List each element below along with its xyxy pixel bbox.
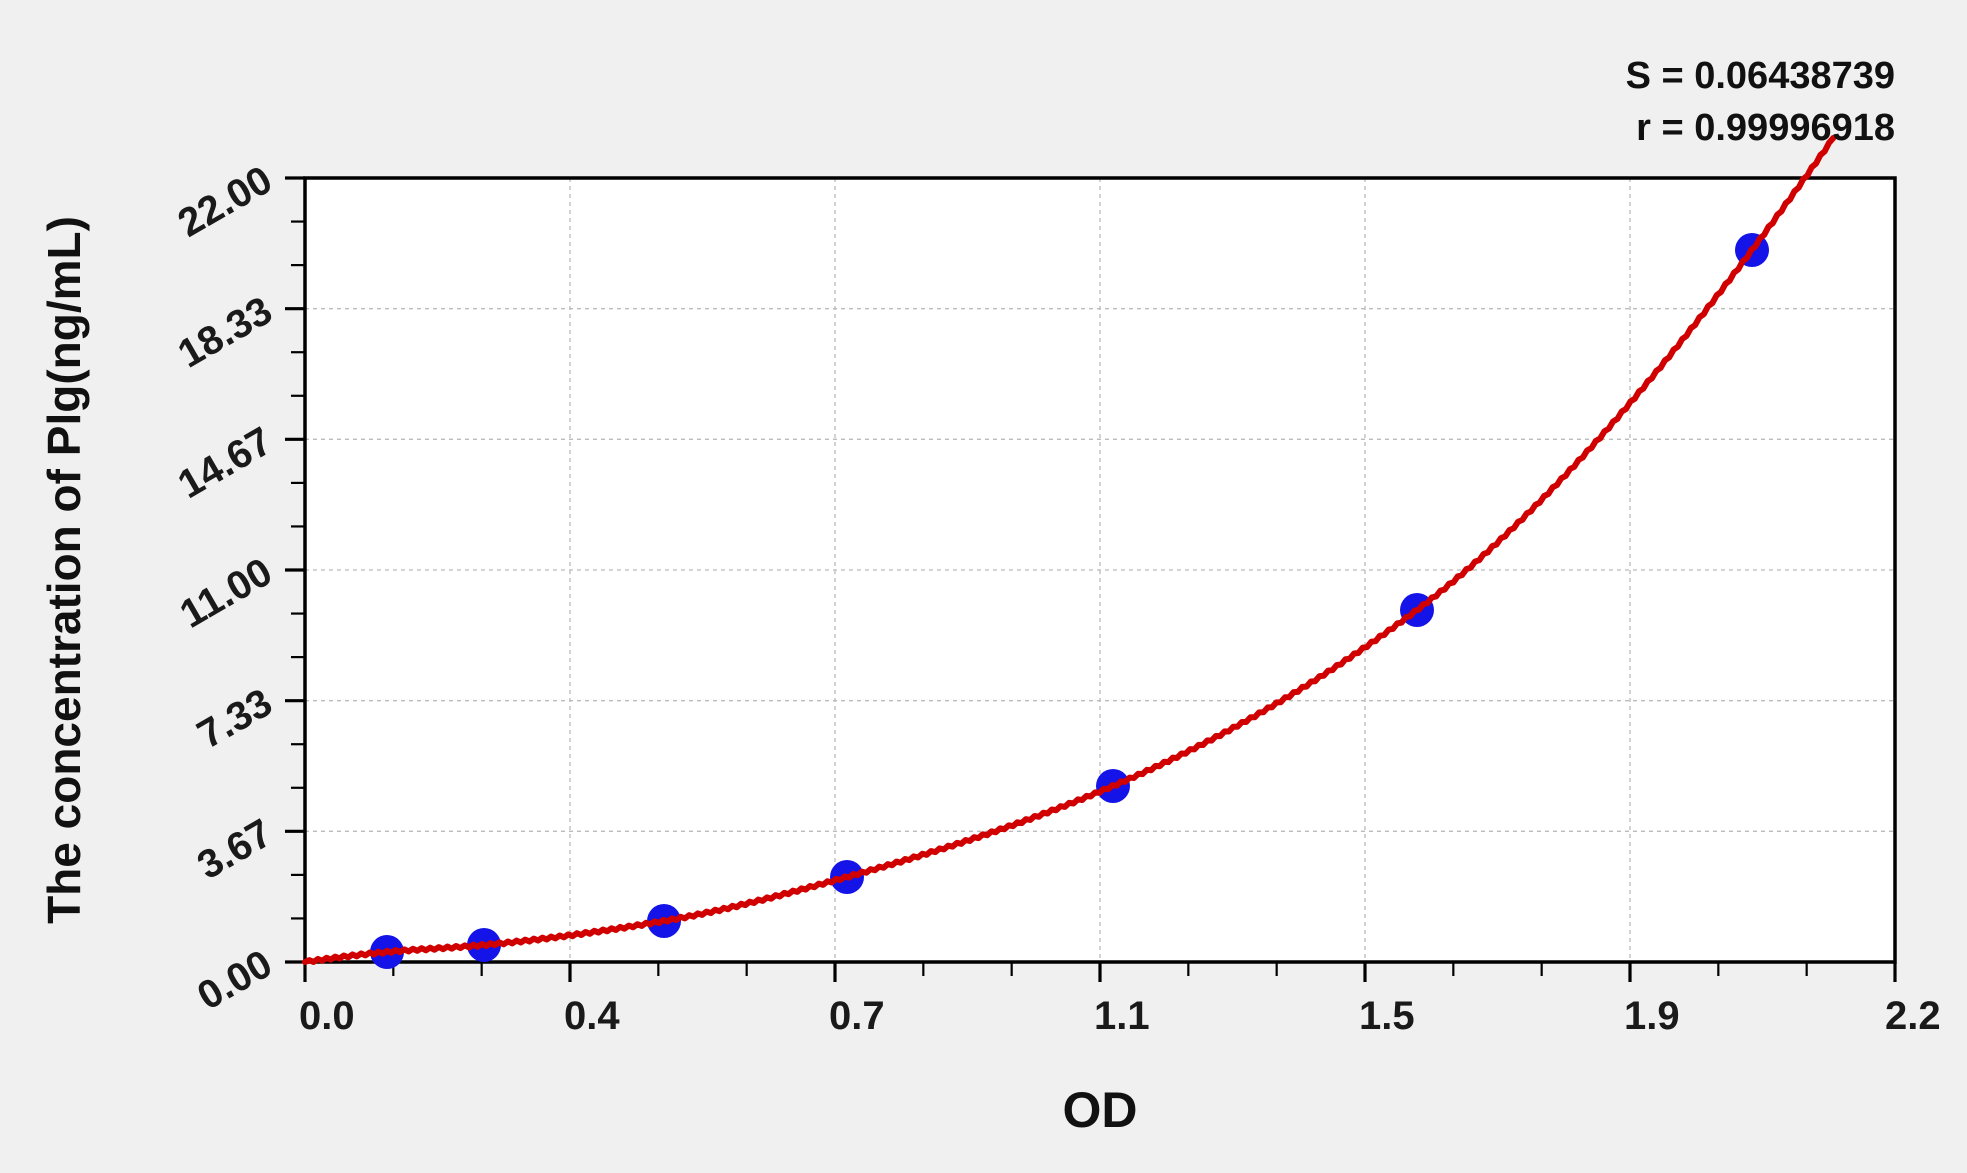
svg-text:S = 0.06438739: S = 0.06438739 bbox=[1626, 55, 1895, 97]
svg-text:OD: OD bbox=[1063, 1082, 1138, 1138]
svg-text:2.2: 2.2 bbox=[1885, 994, 1941, 1038]
svg-text:1.9: 1.9 bbox=[1624, 994, 1680, 1038]
svg-text:The concentration of Plg(ng/mL: The concentration of Plg(ng/mL) bbox=[38, 216, 90, 924]
svg-text:r = 0.99996918: r = 0.99996918 bbox=[1636, 107, 1895, 149]
svg-text:0.0: 0.0 bbox=[299, 994, 355, 1038]
svg-text:0.4: 0.4 bbox=[564, 994, 620, 1038]
svg-text:1.5: 1.5 bbox=[1359, 994, 1415, 1038]
svg-text:1.1: 1.1 bbox=[1094, 994, 1150, 1038]
svg-text:0.7: 0.7 bbox=[829, 994, 885, 1038]
